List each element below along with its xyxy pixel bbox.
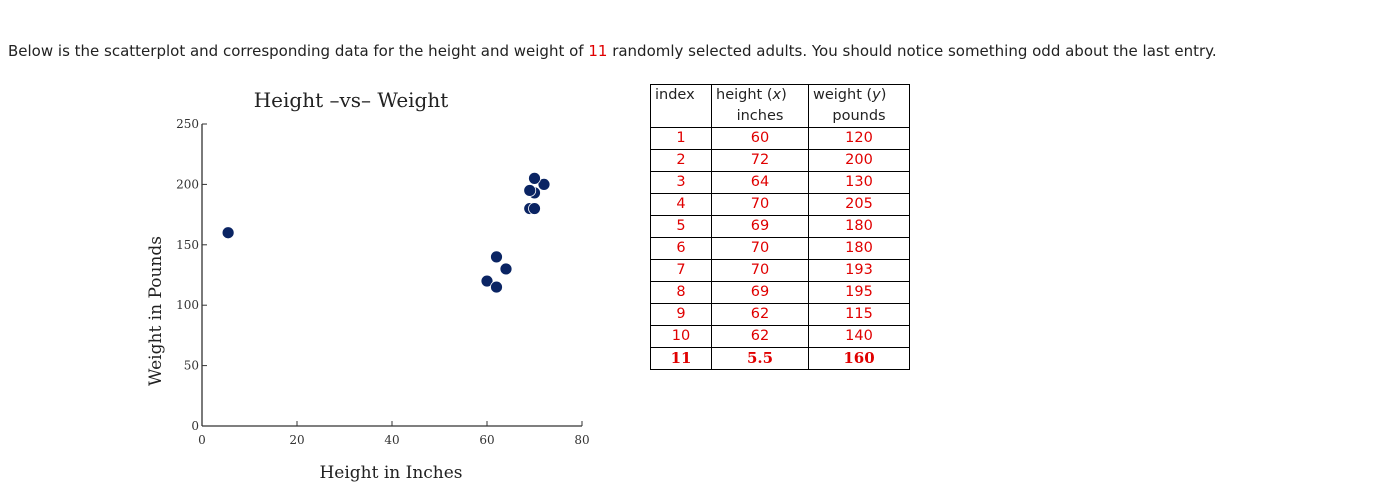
- table-row: 5 69 180: [650, 215, 910, 238]
- header-height: height (x) inches: [711, 84, 809, 128]
- data-point: [480, 274, 494, 288]
- chart-title: Height –vs– Weight: [254, 88, 449, 112]
- cell-index: 3: [650, 171, 712, 194]
- cell-weight: 193: [808, 259, 910, 282]
- data-point: [537, 178, 551, 191]
- intro-text: Below is the scatterplot and correspondi…: [8, 42, 1217, 60]
- y-tick-label: 150: [176, 238, 199, 252]
- y-tick-label: 200: [176, 177, 199, 191]
- cell-height: 62: [711, 325, 809, 348]
- cell-index: 7: [650, 259, 712, 282]
- cell-weight: 115: [808, 303, 910, 326]
- table-row: 7 70 193: [650, 259, 910, 282]
- table-row: 6 70 180: [650, 237, 910, 260]
- x-tick-label: 20: [289, 433, 304, 447]
- data-point: [528, 202, 541, 215]
- cell-index: 9: [650, 303, 712, 326]
- data-table: index height (x) inches weight (y) pounds …: [650, 84, 910, 370]
- cell-height: 70: [711, 193, 809, 216]
- cell-height: 72: [711, 149, 809, 172]
- x-tick-label: 80: [574, 433, 589, 447]
- cell-weight: 130: [808, 171, 910, 194]
- intro-before: Below is the scatterplot and correspondi…: [8, 42, 589, 60]
- x-axis-label: Height in Inches: [319, 463, 462, 483]
- cell-height: 70: [711, 259, 809, 282]
- cell-height: 69: [711, 215, 809, 238]
- cell-index: 5: [650, 215, 712, 238]
- axes: 0 20 40 60 80 0 50 100 150 200 250: [176, 117, 590, 447]
- y-axis-label: Weight in Pounds: [146, 236, 166, 386]
- cell-index: 8: [650, 281, 712, 304]
- cell-weight: 195: [808, 281, 910, 304]
- data-point: [499, 262, 513, 276]
- cell-height: 69: [711, 281, 809, 304]
- cell-index: 2: [650, 149, 712, 172]
- table-row: 3 64 130: [650, 171, 910, 194]
- y-tick-label: 50: [184, 359, 199, 373]
- data-point: [523, 184, 537, 197]
- x-tick-label: 0: [198, 433, 206, 447]
- cell-weight: 120: [808, 127, 910, 150]
- y-tick-label: 0: [191, 419, 199, 433]
- data-point: [528, 171, 541, 185]
- cell-weight: 205: [808, 193, 910, 216]
- cell-weight: 180: [808, 237, 910, 260]
- intro-after: randomly selected adults. You should not…: [607, 42, 1217, 60]
- cell-height: 62: [711, 303, 809, 326]
- table-row: 1 60 120: [650, 127, 910, 150]
- cell-height: 70: [711, 237, 809, 260]
- table-row: 4 70 205: [650, 193, 910, 216]
- data-point: [490, 250, 503, 264]
- cell-height: 64: [711, 171, 809, 194]
- table-body: 1 60 120 2 72 200 3 64 130 4 70 205 5 69 180 6 70 180 7 70 1…: [650, 127, 910, 370]
- scatter-chart: Height –vs– Weight Weight in Pounds Heig…: [140, 80, 610, 490]
- header-index: index: [650, 84, 712, 128]
- x-tick-label: 60: [479, 433, 494, 447]
- cell-height: 60: [711, 127, 809, 150]
- table-row: 10 62 140: [650, 325, 910, 348]
- y-tick-label: 100: [176, 298, 199, 312]
- table-row: 11 5.5 160: [650, 347, 910, 370]
- x-tick-label: 40: [384, 433, 399, 447]
- cell-index: 11: [650, 347, 712, 370]
- data-points: [221, 171, 551, 294]
- cell-index: 1: [650, 127, 712, 150]
- cell-weight: 200: [808, 149, 910, 172]
- chart-canvas: Height –vs– Weight Weight in Pounds Heig…: [146, 88, 590, 483]
- cell-index: 4: [650, 193, 712, 216]
- cell-weight: 180: [808, 215, 910, 238]
- data-point: [490, 280, 503, 294]
- cell-height: 5.5: [711, 347, 809, 370]
- intro-count: 11: [588, 42, 608, 60]
- table-row: 8 69 195: [650, 281, 910, 304]
- cell-weight: 140: [808, 325, 910, 348]
- table-row: 9 62 115: [650, 303, 910, 326]
- table-header-row: index height (x) inches weight (y) pounds: [650, 84, 910, 128]
- header-weight: weight (y) pounds: [808, 84, 910, 128]
- cell-index: 10: [650, 325, 712, 348]
- y-tick-label: 250: [176, 117, 199, 131]
- cell-index: 6: [650, 237, 712, 260]
- table-row: 2 72 200: [650, 149, 910, 172]
- data-point: [221, 226, 235, 240]
- cell-weight: 160: [808, 347, 910, 370]
